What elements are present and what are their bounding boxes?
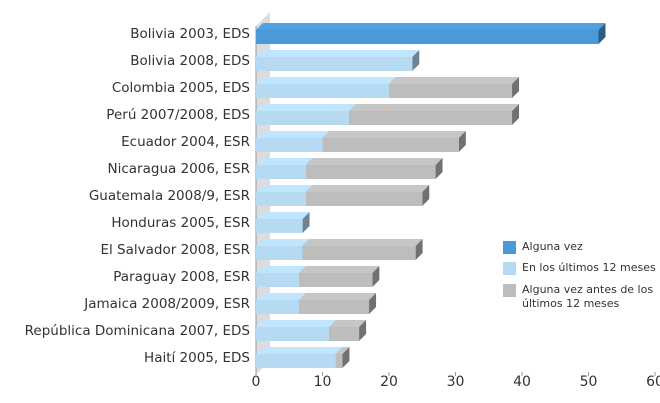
category-label: Paraguay 2008, ESR xyxy=(113,269,250,285)
category-label: Nicaragua 2006, ESR xyxy=(108,161,250,177)
bar-top xyxy=(305,158,443,165)
bar xyxy=(349,111,513,125)
bar-side xyxy=(422,185,430,206)
bar xyxy=(256,165,306,179)
bar xyxy=(256,327,330,341)
bar xyxy=(256,219,303,233)
bar-top xyxy=(389,77,520,84)
x-tick-label: 50 xyxy=(580,374,598,390)
bar xyxy=(389,84,513,98)
bar-top xyxy=(335,347,350,354)
legend-swatch xyxy=(503,284,516,297)
bar-side xyxy=(458,131,466,152)
bar xyxy=(256,111,350,125)
bar-top xyxy=(299,266,380,273)
bar-top xyxy=(256,158,313,165)
legend-label: Alguna vez antes de los últimos 12 meses xyxy=(522,283,654,310)
bar-side xyxy=(302,212,310,233)
bar-top xyxy=(256,347,343,354)
bar-top xyxy=(299,293,377,300)
bar xyxy=(256,84,389,98)
bar-top xyxy=(256,185,313,192)
category-label: Honduras 2005, ESR xyxy=(111,215,250,231)
bar-top xyxy=(329,320,367,327)
bar xyxy=(256,30,599,44)
category-label: República Dominicana 2007, EDS xyxy=(25,323,250,339)
bar xyxy=(299,300,370,314)
bar-top xyxy=(256,239,310,246)
bar xyxy=(256,57,413,71)
bar-top xyxy=(256,50,420,57)
x-tick-label: 10 xyxy=(314,374,332,390)
bar xyxy=(335,354,343,368)
bar xyxy=(256,300,300,314)
bar xyxy=(256,138,323,152)
bar-side xyxy=(512,104,520,125)
bar-top xyxy=(256,293,307,300)
category-label: Haití 2005, EDS xyxy=(144,350,250,366)
category-label: Bolivia 2008, EDS xyxy=(130,53,250,69)
bar xyxy=(322,138,459,152)
bar-top xyxy=(322,131,466,138)
bar-side xyxy=(412,50,420,71)
bar-top xyxy=(305,185,430,192)
category-label: Colombia 2005, EDS xyxy=(112,80,250,96)
x-tick-label: 20 xyxy=(380,374,398,390)
bar xyxy=(256,246,303,260)
legend-swatch xyxy=(503,262,516,275)
bar-top xyxy=(256,104,357,111)
bar xyxy=(305,165,436,179)
legend-label: Alguna vez xyxy=(522,240,583,253)
category-label: Guatemala 2008/9, ESR xyxy=(89,188,250,204)
legend-label: En los últimos 12 meses xyxy=(522,261,656,274)
bar-top xyxy=(256,77,396,84)
category-label: El Salvador 2008, ESR xyxy=(100,242,250,258)
bar xyxy=(299,273,373,287)
x-tick-label: 30 xyxy=(447,374,465,390)
category-label: Perú 2007/2008, EDS xyxy=(106,107,250,123)
bar-side xyxy=(359,320,367,341)
bar xyxy=(329,327,360,341)
bar xyxy=(256,192,306,206)
bar-top xyxy=(349,104,520,111)
bar-top xyxy=(256,131,330,138)
bar-side xyxy=(372,266,380,287)
x-tick-label: 40 xyxy=(513,374,531,390)
category-label: Ecuador 2004, ESR xyxy=(121,134,250,150)
bar-top xyxy=(256,320,337,327)
bar-top xyxy=(256,23,606,30)
category-label: Jamaica 2008/2009, ESR xyxy=(83,296,250,312)
bar-side xyxy=(598,23,606,44)
bar xyxy=(256,273,300,287)
bar xyxy=(256,354,336,368)
bar xyxy=(305,192,423,206)
bar-top xyxy=(256,212,310,219)
x-tick-label: 60 xyxy=(646,374,660,390)
bar-top xyxy=(302,239,423,246)
bar-side xyxy=(435,158,443,179)
legend-swatch xyxy=(503,241,516,254)
category-label: Bolivia 2003, EDS xyxy=(130,26,250,42)
bar-side xyxy=(512,77,520,98)
bar-side xyxy=(415,239,423,260)
bar-top xyxy=(256,266,307,273)
x-tick-label: 0 xyxy=(252,374,261,390)
bar xyxy=(302,246,416,260)
bar-side xyxy=(369,293,377,314)
bar-side xyxy=(342,347,350,368)
